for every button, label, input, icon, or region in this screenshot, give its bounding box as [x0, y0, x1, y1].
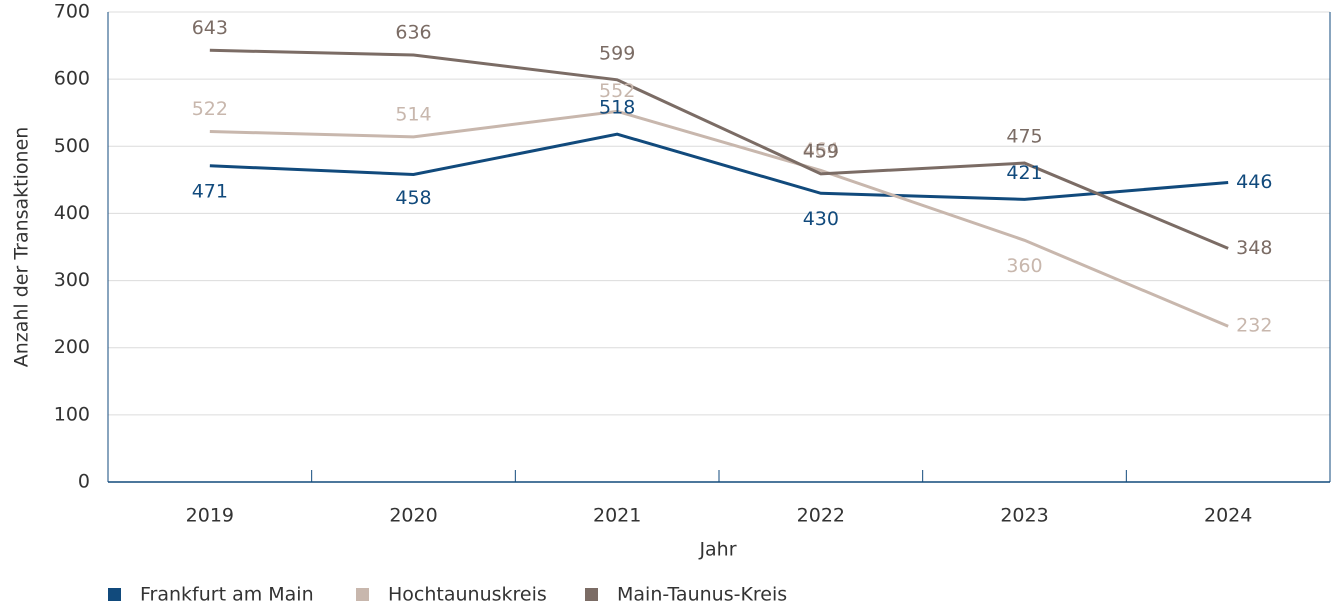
x-tick-label: 2022 — [797, 505, 845, 527]
legend-swatch — [356, 588, 369, 601]
y-tick-label: 200 — [54, 336, 90, 358]
x-axis-title: Jahr — [698, 539, 736, 561]
data-label: 446 — [1236, 171, 1272, 193]
data-label: 518 — [599, 97, 635, 119]
data-label: 459 — [803, 140, 839, 162]
x-tick-label: 2024 — [1204, 505, 1252, 527]
y-tick-label: 0 — [78, 471, 90, 493]
data-label: 475 — [1006, 126, 1042, 148]
x-tick-label: 2020 — [389, 505, 437, 527]
data-label: 636 — [395, 21, 431, 43]
data-label: 430 — [803, 208, 839, 230]
data-label: 552 — [599, 80, 635, 102]
data-label: 643 — [192, 17, 228, 39]
data-label: 232 — [1236, 315, 1272, 337]
x-tick-label: 2023 — [1000, 505, 1048, 527]
legend-swatch — [585, 588, 598, 601]
y-tick-label: 700 — [54, 1, 90, 23]
data-label: 464 — [803, 139, 839, 161]
y-tick-label: 600 — [54, 68, 90, 90]
y-axis-title: Anzahl der Transaktionen — [11, 127, 33, 368]
data-label: 514 — [395, 103, 431, 125]
y-tick-label: 300 — [54, 269, 90, 291]
data-label: 348 — [1236, 237, 1272, 259]
data-label: 458 — [395, 187, 431, 209]
data-label: 471 — [192, 180, 228, 202]
data-label: 360 — [1006, 255, 1042, 277]
series-line — [209, 109, 1229, 328]
data-label: 522 — [192, 98, 228, 120]
legend-label: Hochtaunuskreis — [388, 584, 547, 606]
legend-swatch — [108, 588, 121, 601]
data-label: 599 — [599, 42, 635, 64]
y-tick-label: 500 — [54, 135, 90, 157]
y-tick-label: 100 — [54, 403, 90, 425]
legend-label: Frankfurt am Main — [140, 584, 314, 606]
series-line — [209, 132, 1229, 201]
data-label: 421 — [1006, 162, 1042, 184]
x-tick-label: 2019 — [186, 505, 234, 527]
legend-label: Main-Taunus-Kreis — [617, 584, 787, 606]
y-tick-label: 400 — [54, 202, 90, 224]
x-tick-label: 2021 — [593, 505, 641, 527]
series-line — [209, 48, 1229, 250]
